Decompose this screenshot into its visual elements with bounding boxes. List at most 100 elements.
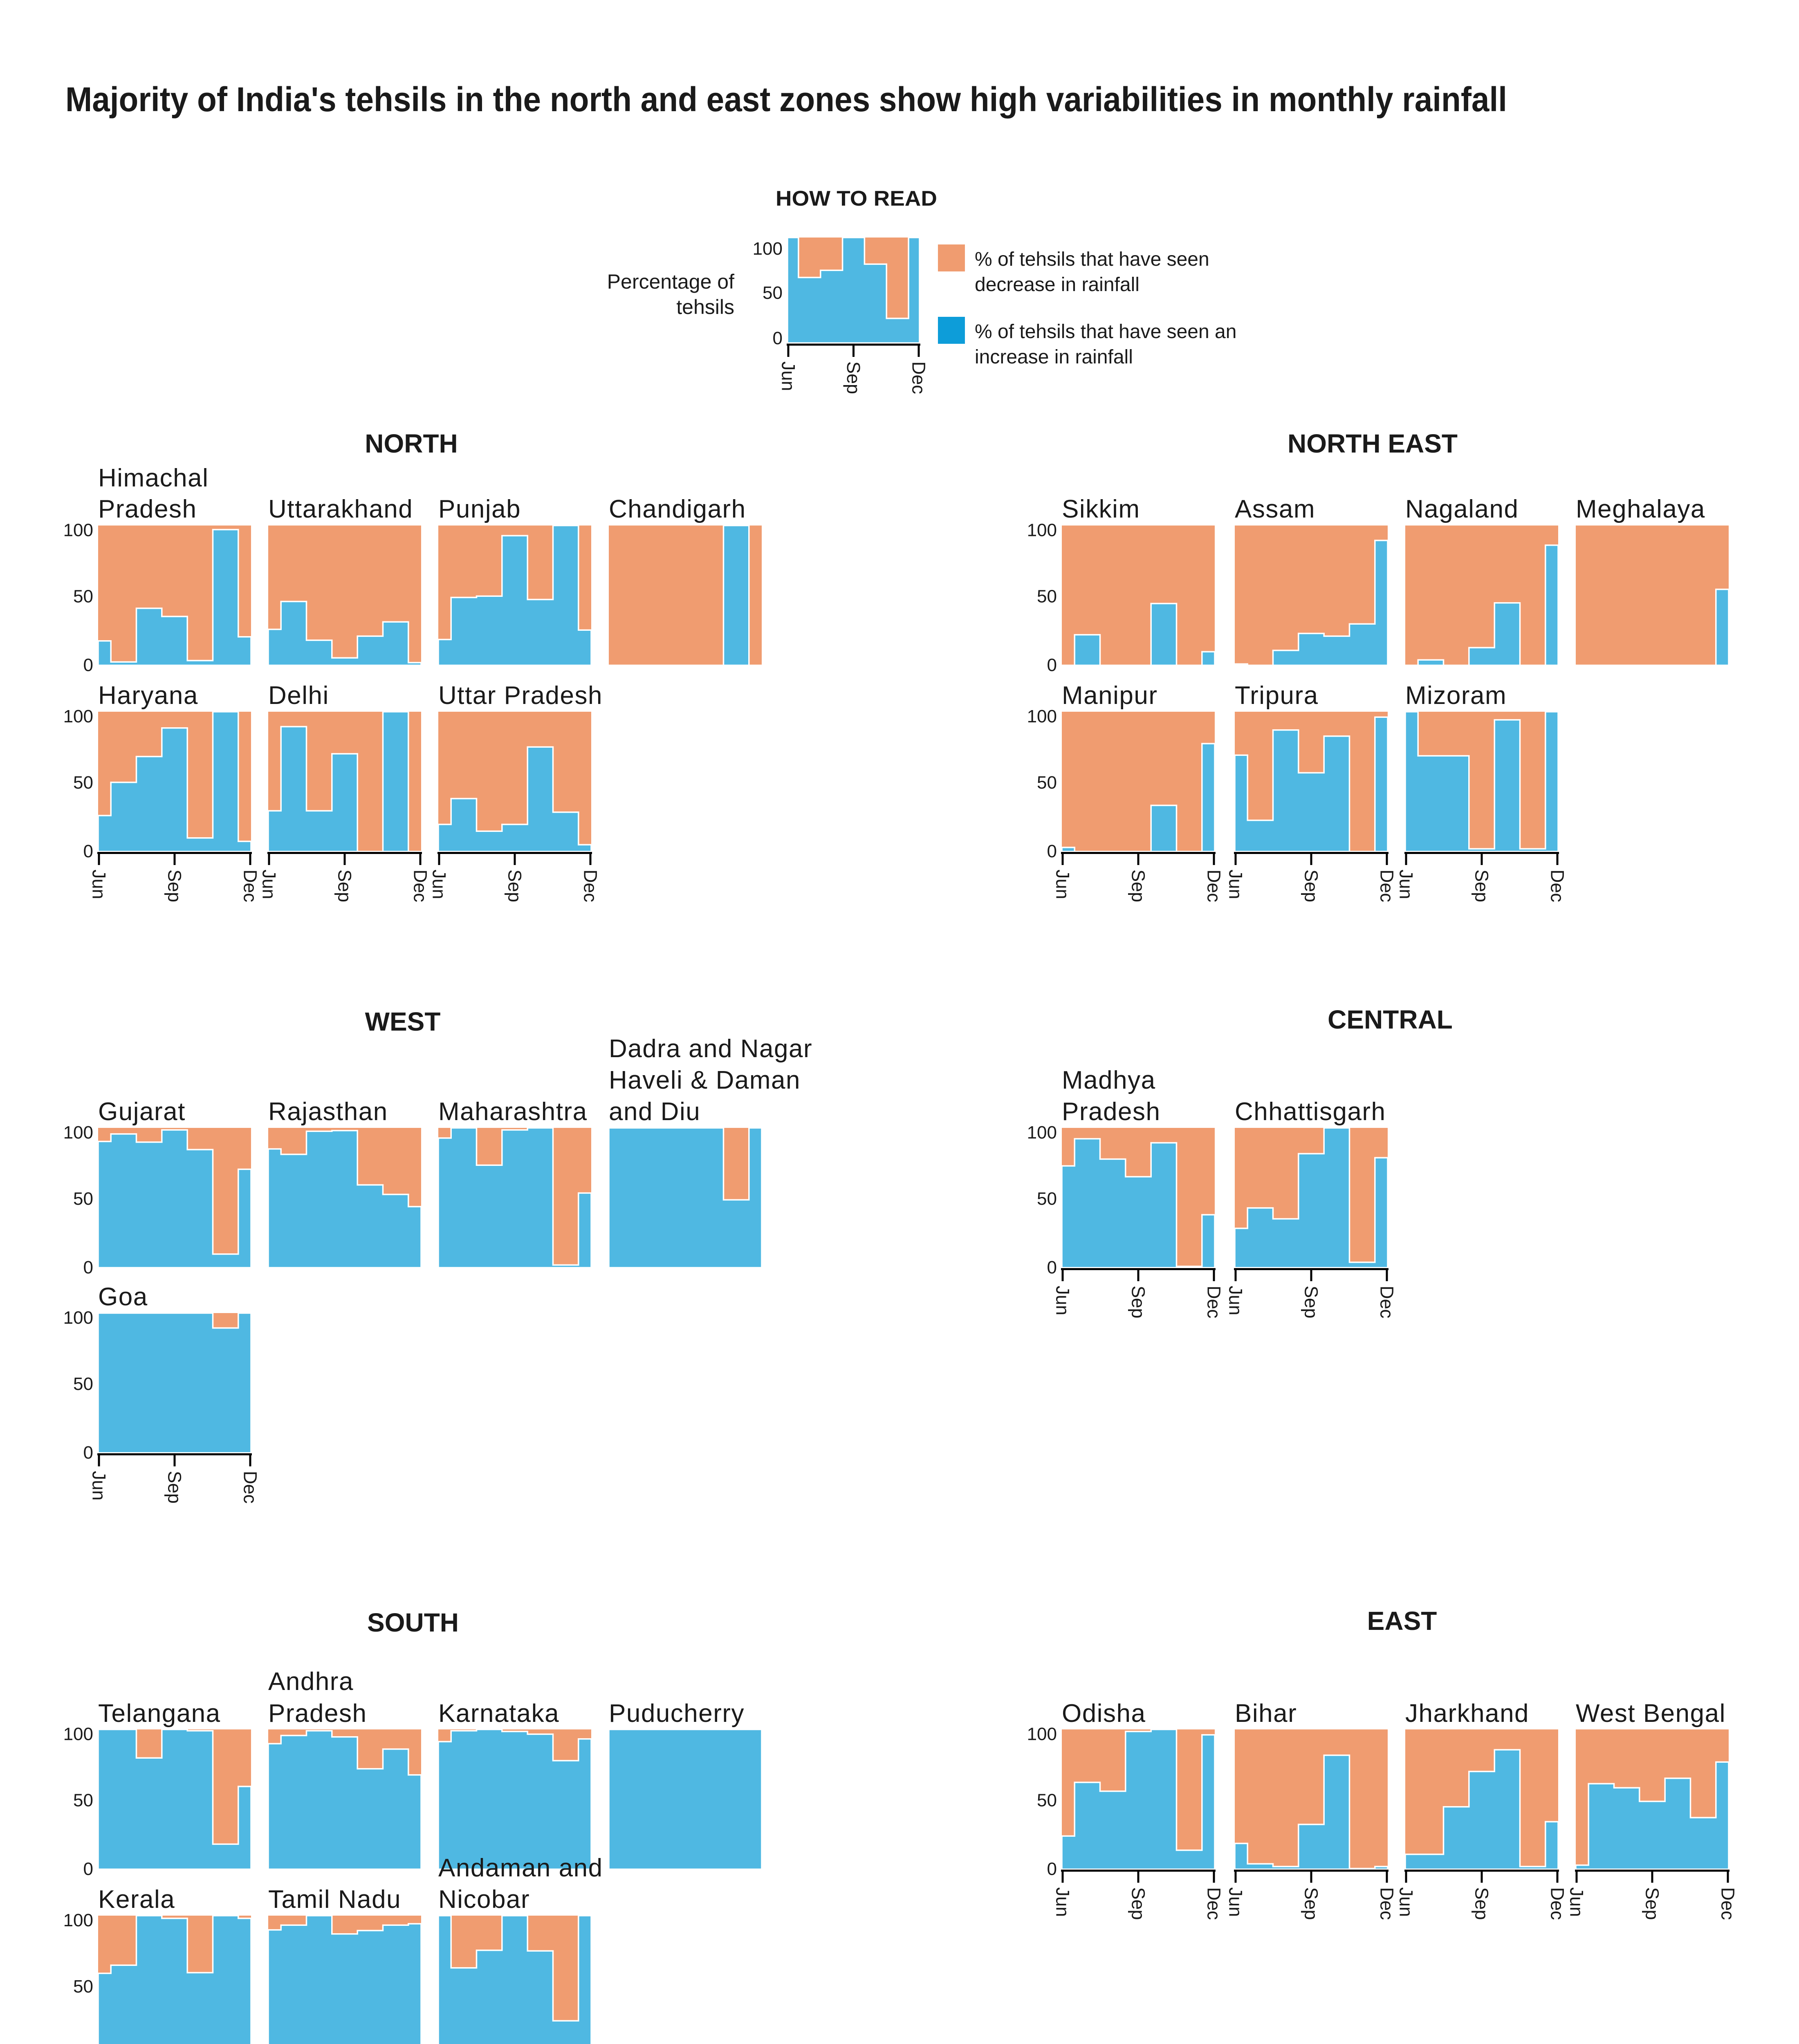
svg-text:Sep: Sep xyxy=(1128,870,1149,902)
svg-text:Sep: Sep xyxy=(1301,1887,1322,1920)
svg-text:Nagaland: Nagaland xyxy=(1405,495,1519,523)
svg-text:Jun: Jun xyxy=(1225,1887,1246,1917)
svg-text:Haveli & Daman: Haveli & Daman xyxy=(609,1066,801,1094)
svg-text:0: 0 xyxy=(773,328,783,348)
svg-text:CENTRAL: CENTRAL xyxy=(1328,1005,1453,1034)
svg-text:Sep: Sep xyxy=(1128,1887,1149,1920)
svg-text:Jun: Jun xyxy=(1225,1286,1246,1316)
svg-text:Andhra: Andhra xyxy=(268,1667,354,1696)
svg-text:NORTH: NORTH xyxy=(365,429,458,458)
svg-text:Jun: Jun xyxy=(1052,870,1073,899)
svg-text:0: 0 xyxy=(1047,655,1057,675)
svg-text:100: 100 xyxy=(63,1123,93,1143)
svg-text:0: 0 xyxy=(83,1443,93,1463)
svg-text:West Bengal: West Bengal xyxy=(1576,1699,1726,1728)
svg-text:Sep: Sep xyxy=(505,870,525,902)
svg-text:Dec: Dec xyxy=(1377,1887,1397,1920)
svg-text:Jharkhand: Jharkhand xyxy=(1405,1699,1529,1728)
svg-text:Himachal: Himachal xyxy=(98,464,209,492)
svg-text:Dec: Dec xyxy=(1204,870,1225,902)
svg-text:Sikkim: Sikkim xyxy=(1062,495,1140,523)
svg-text:Madhya: Madhya xyxy=(1062,1066,1156,1094)
svg-text:and Diu: and Diu xyxy=(609,1098,700,1126)
svg-text:0: 0 xyxy=(1047,841,1057,861)
svg-text:50: 50 xyxy=(73,1189,93,1209)
svg-text:100: 100 xyxy=(1027,1724,1057,1744)
svg-text:100: 100 xyxy=(753,239,783,259)
svg-text:Uttarakhand: Uttarakhand xyxy=(268,495,413,523)
svg-text:Sep: Sep xyxy=(1301,1286,1322,1318)
svg-text:Dec: Dec xyxy=(1718,1887,1738,1920)
svg-text:Sep: Sep xyxy=(1301,870,1322,902)
svg-text:Jun: Jun xyxy=(1052,1286,1073,1316)
svg-text:Dec: Dec xyxy=(1377,870,1397,902)
svg-text:Sep: Sep xyxy=(164,1471,185,1504)
svg-text:0: 0 xyxy=(83,655,93,675)
svg-text:Manipur: Manipur xyxy=(1062,681,1158,710)
svg-text:Bihar: Bihar xyxy=(1235,1699,1297,1728)
svg-text:Jun: Jun xyxy=(1225,870,1246,899)
svg-text:Kerala: Kerala xyxy=(98,1885,175,1914)
svg-text:Sep: Sep xyxy=(1128,1286,1149,1318)
svg-text:Goa: Goa xyxy=(98,1283,148,1311)
svg-text:tehsils: tehsils xyxy=(676,296,734,318)
svg-text:decrease in rainfall: decrease in rainfall xyxy=(975,274,1140,296)
svg-text:Pradesh: Pradesh xyxy=(98,495,197,523)
svg-text:Dec: Dec xyxy=(908,361,929,394)
svg-text:Tamil Nadu: Tamil Nadu xyxy=(268,1885,401,1914)
svg-text:100: 100 xyxy=(1027,706,1057,726)
svg-text:50: 50 xyxy=(1037,1189,1057,1209)
svg-text:0: 0 xyxy=(1047,1859,1057,1879)
svg-text:WEST: WEST xyxy=(365,1007,441,1036)
svg-text:Jun: Jun xyxy=(89,870,110,899)
svg-text:Jun: Jun xyxy=(1396,870,1417,899)
svg-text:100: 100 xyxy=(63,1724,93,1744)
svg-text:Sep: Sep xyxy=(843,361,864,394)
svg-text:Majority of India's tehsils in: Majority of India's tehsils in the north… xyxy=(65,80,1507,119)
svg-text:Andaman and: Andaman and xyxy=(438,1854,603,1882)
svg-text:100: 100 xyxy=(63,1910,93,1930)
svg-text:Sep: Sep xyxy=(164,870,185,902)
svg-text:Chandigarh: Chandigarh xyxy=(609,495,746,523)
svg-text:Pradesh: Pradesh xyxy=(268,1699,367,1728)
svg-text:0: 0 xyxy=(83,841,93,861)
svg-text:Uttar Pradesh: Uttar Pradesh xyxy=(438,681,603,710)
svg-text:Nicobar: Nicobar xyxy=(438,1885,530,1914)
svg-text:100: 100 xyxy=(63,520,93,540)
svg-text:Mizoram: Mizoram xyxy=(1405,681,1507,710)
svg-text:50: 50 xyxy=(1037,1791,1057,1811)
svg-text:Telangana: Telangana xyxy=(98,1699,221,1728)
svg-text:Chhattisgarh: Chhattisgarh xyxy=(1235,1098,1386,1126)
svg-text:100: 100 xyxy=(1027,520,1057,540)
svg-text:Sep: Sep xyxy=(334,870,355,902)
svg-text:100: 100 xyxy=(63,706,93,726)
svg-text:50: 50 xyxy=(73,773,93,793)
svg-text:Dec: Dec xyxy=(1377,1286,1397,1318)
svg-text:50: 50 xyxy=(73,1791,93,1811)
svg-text:Jun: Jun xyxy=(778,361,799,391)
svg-text:Dec: Dec xyxy=(1547,1887,1568,1920)
svg-text:% of tehsils that have seen: % of tehsils that have seen xyxy=(975,249,1209,270)
svg-text:Pradesh: Pradesh xyxy=(1062,1098,1160,1126)
svg-text:Haryana: Haryana xyxy=(98,681,198,710)
svg-text:Dec: Dec xyxy=(1204,1887,1225,1920)
svg-text:Jun: Jun xyxy=(1566,1887,1587,1917)
svg-text:SOUTH: SOUTH xyxy=(367,1608,459,1637)
svg-text:Sep: Sep xyxy=(1472,870,1492,902)
svg-text:Punjab: Punjab xyxy=(438,495,521,523)
svg-text:Meghalaya: Meghalaya xyxy=(1576,495,1705,523)
svg-text:Percentage of: Percentage of xyxy=(607,270,734,293)
svg-text:Assam: Assam xyxy=(1235,495,1315,523)
svg-text:Dec: Dec xyxy=(240,1471,261,1504)
svg-text:50: 50 xyxy=(73,1374,93,1394)
svg-text:Rajasthan: Rajasthan xyxy=(268,1098,388,1126)
svg-text:HOW TO READ: HOW TO READ xyxy=(776,187,937,211)
svg-text:Jun: Jun xyxy=(1052,1887,1073,1917)
svg-text:Tripura: Tripura xyxy=(1235,681,1319,710)
svg-text:Gujarat: Gujarat xyxy=(98,1098,186,1126)
svg-text:Delhi: Delhi xyxy=(268,681,329,710)
svg-text:Karnataka: Karnataka xyxy=(438,1699,559,1728)
svg-text:NORTH EAST: NORTH EAST xyxy=(1288,429,1458,458)
svg-text:0: 0 xyxy=(1047,1257,1057,1278)
svg-text:0: 0 xyxy=(83,1859,93,1879)
